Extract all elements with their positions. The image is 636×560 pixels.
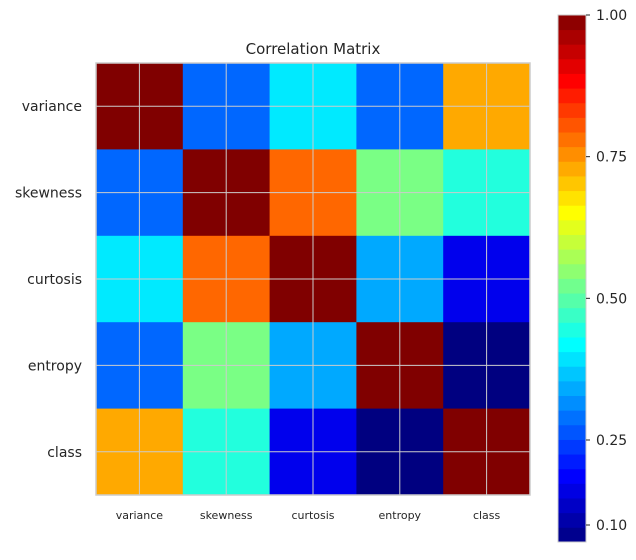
colorbar-band — [558, 88, 586, 104]
colorbar-tick-label: 1.00 — [596, 8, 627, 24]
row-label: skewness — [15, 186, 82, 202]
colorbar-band — [558, 278, 586, 294]
colorbar — [557, 14, 587, 543]
colorbar-band — [558, 58, 586, 74]
colorbar-band — [558, 410, 586, 426]
row-label: entropy — [28, 358, 82, 374]
colorbar-band — [558, 512, 586, 528]
colorbar-band — [558, 132, 586, 148]
row-label: curtosis — [27, 272, 82, 288]
colorbar-band — [558, 366, 586, 382]
row-label: class — [47, 445, 82, 461]
colorbar-band — [558, 117, 586, 133]
column-labels: variance skewness curtosis entropy class — [116, 509, 501, 522]
column-label: variance — [116, 509, 164, 522]
colorbar-band — [558, 454, 586, 470]
column-label: skewness — [200, 509, 253, 522]
colorbar-band — [558, 249, 586, 265]
colorbar-band — [558, 146, 586, 162]
colorbar-band — [558, 439, 586, 455]
colorbar-band — [558, 29, 586, 45]
colorbar-frame — [557, 14, 587, 543]
colorbar-band — [558, 190, 586, 206]
column-label: entropy — [379, 509, 422, 522]
colorbar-band — [558, 102, 586, 118]
colorbar-band — [558, 234, 586, 250]
colorbar-band — [558, 263, 586, 279]
colorbar-band — [558, 15, 586, 31]
colorbar-band — [558, 395, 586, 411]
colorbar-band — [558, 351, 586, 367]
colorbar-band — [558, 307, 586, 323]
colorbar-tick-label: 0.25 — [596, 433, 627, 449]
chart-title: Correlation Matrix — [246, 40, 381, 58]
colorbar-band — [558, 337, 586, 353]
column-label: class — [473, 509, 501, 522]
row-labels: variance skewness curtosis entropy class — [15, 99, 82, 461]
column-label: curtosis — [291, 509, 334, 522]
colorbar-band — [558, 161, 586, 177]
colorbar-band — [558, 380, 586, 397]
heatmap-gridlines — [96, 63, 530, 495]
colorbar-band — [558, 527, 586, 543]
colorbar-band — [558, 293, 586, 309]
colorbar-ticks: 0.10 0.25 0.50 0.75 1.00 — [586, 8, 627, 534]
colorbar-band — [558, 205, 586, 221]
plot-frame — [95, 62, 531, 496]
colorbar-band — [558, 468, 586, 484]
colorbar-band — [558, 483, 586, 499]
colorbar-band — [558, 498, 586, 514]
colorbar-band — [558, 322, 586, 338]
row-label: variance — [22, 99, 82, 115]
colorbar-band — [558, 176, 586, 192]
colorbar-band — [558, 44, 586, 60]
colorbar-tick-label: 0.75 — [596, 150, 627, 166]
colorbar-tick-label: 0.10 — [596, 518, 627, 534]
colorbar-band — [558, 424, 586, 440]
colorbar-band — [558, 219, 586, 235]
colorbar-tick-label: 0.50 — [596, 291, 627, 307]
colorbar-band — [558, 73, 586, 89]
